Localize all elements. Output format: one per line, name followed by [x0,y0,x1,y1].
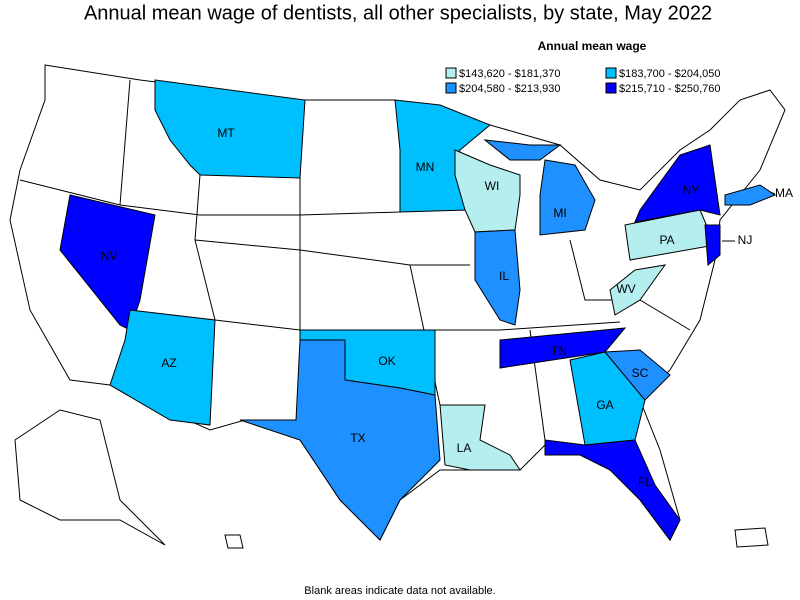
legend-swatch [445,67,457,79]
state-label: GA [596,398,613,412]
legend-label: $215,710 - $250,760 [619,83,721,95]
state-label: NV [101,249,118,263]
state-label: AZ [161,356,176,370]
footnote: Blank areas indicate data not available. [304,585,495,597]
legend: $143,620 - $181,370 $183,700 - $204,050 … [445,67,721,95]
legend-label: $183,700 - $204,050 [619,68,721,80]
state-region [239,339,441,541]
legend-label: $143,620 - $181,370 [459,68,561,80]
legend-title: Annual mean wage [538,39,647,53]
state-region [539,159,596,236]
state-region [154,79,306,179]
state-label: WI [485,179,500,193]
state-label: NY [683,183,700,197]
state-label: PA [659,233,674,247]
state-label: MN [416,160,435,174]
state-label: IL [499,269,509,283]
state-label: MA [775,186,793,200]
state-region [569,351,646,446]
state-region [609,264,667,316]
state-region [634,144,721,223]
state-labels: MT MN WI MI IL NV AZ OK TX LA TN GA SC F… [101,126,793,489]
state-label: TX [350,431,365,445]
state-region [603,349,671,401]
state-label: MT [217,126,235,140]
state-label: WV [616,282,635,296]
state-label: OK [378,354,395,368]
state-label: NJ [738,233,753,247]
state-region [483,139,562,161]
state-label: LA [457,441,472,455]
state-label: SC [632,366,649,380]
state-region [439,404,521,471]
state-region [474,229,521,326]
state-region [724,184,777,206]
state-region [109,309,216,426]
legend-swatch [445,82,457,94]
states [59,79,777,541]
leader-line [769,191,776,195]
state-label: MI [553,206,566,220]
state-region [704,224,721,267]
legend-label: $204,580 - $213,930 [459,83,561,95]
legend-swatch [605,67,617,79]
state-label: FL [638,475,652,489]
legend-swatch [605,82,617,94]
state-label: TN [551,344,567,358]
state-region [544,439,681,541]
map-title: Annual mean wage of dentists, all other … [84,2,712,24]
